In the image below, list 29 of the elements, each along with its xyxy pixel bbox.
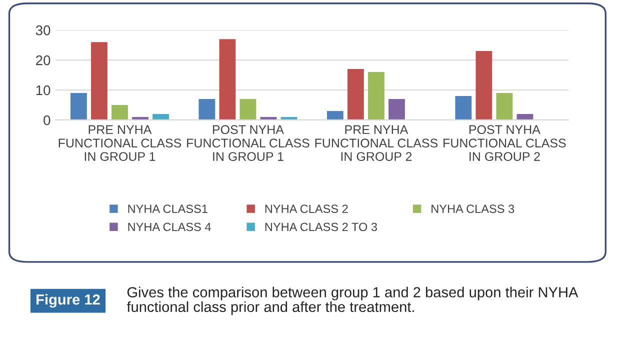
bar	[240, 99, 256, 120]
legend-label: NYHA CLASS 3	[432, 204, 514, 214]
x-tick-label: PRE NYHA FUNCTIONAL CLASS IN GROUP 2	[315, 125, 438, 161]
legend-label: NYHA CLASS 4	[128, 222, 211, 232]
bar	[455, 96, 472, 120]
y-tick-label: 10	[36, 85, 50, 96]
bar	[152, 114, 169, 120]
caption: Figure 12	[36, 294, 100, 308]
legend-label: NYHA CLASS 2 TO 3	[265, 222, 377, 232]
bar	[198, 99, 216, 120]
bar	[368, 72, 384, 120]
bar	[496, 93, 513, 120]
y-tick-label: 0	[44, 115, 50, 126]
y-tick-label: 30	[36, 25, 50, 36]
bar	[219, 39, 236, 120]
bar	[91, 42, 108, 120]
legend-label: NYHA CLASS1	[128, 204, 208, 214]
bar	[476, 51, 492, 120]
bar	[70, 93, 87, 120]
x-tick-label: POST NYHA FUNCTIONAL CLASS IN GROUP 2	[444, 125, 566, 161]
x-tick-label: POST NYHA FUNCTIONAL CLASS IN GROUP 1	[187, 125, 310, 161]
y-tick-label: 20	[36, 55, 50, 66]
bar	[326, 111, 344, 120]
bar	[347, 69, 364, 120]
text: Gives the comparison between group 1 and 2 based upon their NYHA functional class prior and after the treatment.	[126, 286, 578, 315]
legend-label: NYHA CLASS 2	[265, 204, 348, 214]
bar	[112, 105, 128, 120]
bar	[388, 99, 405, 120]
x-tick-label: PRE NYHA FUNCTIONAL CLASS IN GROUP 1	[58, 125, 182, 161]
